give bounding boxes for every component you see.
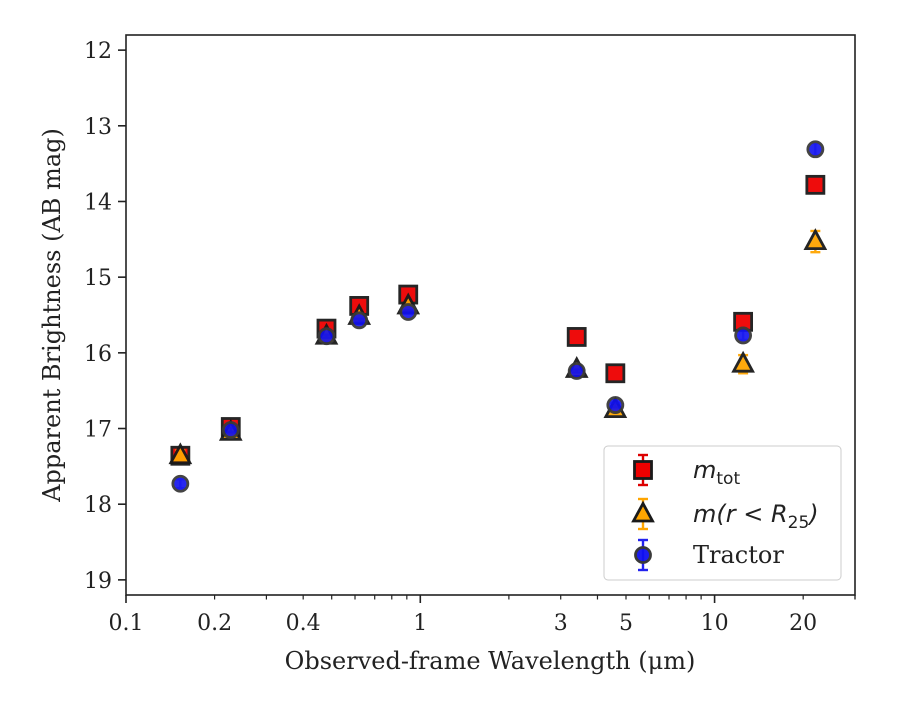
data-point-square	[566, 327, 587, 347]
legend-label-main: Tractor	[693, 541, 784, 569]
y-tick-label: 14	[84, 190, 112, 215]
plot-frame	[125, 34, 856, 596]
legend-marker-square	[633, 460, 653, 480]
x-tick-label: 0.4	[286, 611, 321, 636]
y-axis-label: Apparent Brightness (AB mag)	[38, 128, 66, 503]
legend-label: mtot	[693, 456, 740, 489]
y-tick-label: 13	[84, 115, 112, 140]
series-triangle	[168, 228, 828, 465]
x-axis: 0.1 0.2 0.4 1 3 5 10 20	[109, 595, 856, 636]
y-tick-label: 15	[84, 266, 112, 291]
legend-label: Tractor	[693, 541, 784, 569]
data-point-triangle	[168, 442, 193, 465]
x-tick-label: 10	[701, 611, 729, 636]
data-point-square	[605, 363, 626, 384]
data-point-circle	[221, 421, 240, 439]
x-axis-label: Observed-frame Wavelength (μm)	[285, 647, 696, 675]
data-point-circle	[171, 474, 190, 493]
y-tick-label: 16	[84, 342, 112, 367]
legend-label-main: m(r < R	[693, 500, 788, 528]
x-tick-label: 0.2	[197, 611, 232, 636]
data-point-triangle	[731, 350, 755, 373]
data-point-circle	[606, 396, 625, 414]
data-point-circle	[350, 311, 369, 330]
legend-label-tail: )	[807, 500, 818, 528]
y-tick-label: 18	[84, 493, 112, 518]
legend-box	[603, 445, 842, 581]
y-tick-label: 17	[84, 418, 112, 443]
data-point-circle	[734, 326, 753, 345]
data-point-circle	[317, 327, 336, 346]
x-tick-label: 1	[413, 611, 427, 636]
data-point-circle	[399, 303, 418, 321]
legend-marker-circle	[634, 546, 652, 564]
legend-marker-triangle	[631, 500, 655, 523]
legend-items: mtot m(r < R25) Tractor	[631, 453, 819, 572]
x-tick-label: 0.1	[109, 611, 144, 636]
x-tick-label: 20	[789, 611, 817, 636]
legend-label-main: m	[693, 456, 716, 484]
legend-label-subscript: tot	[716, 469, 740, 489]
y-axis: 12 13 14 15 16 17 18 19	[84, 39, 126, 594]
x-tick-label: 5	[619, 611, 633, 636]
data-point-circle	[806, 140, 825, 159]
legend-label-subscript: 25	[788, 513, 810, 533]
x-tick-label: 3	[554, 611, 568, 636]
data-point-triangle	[803, 228, 828, 250]
series-circle	[171, 140, 825, 493]
data-point-square	[805, 174, 826, 195]
marks-layer	[168, 140, 828, 493]
y-tick-label: 12	[84, 39, 112, 64]
legend: mtot m(r < R25) Tractor	[603, 445, 842, 581]
data-point-circle	[567, 362, 586, 380]
series-square	[170, 174, 826, 466]
y-tick-label: 19	[84, 569, 112, 594]
legend-label: m(r < R25)	[693, 500, 819, 533]
